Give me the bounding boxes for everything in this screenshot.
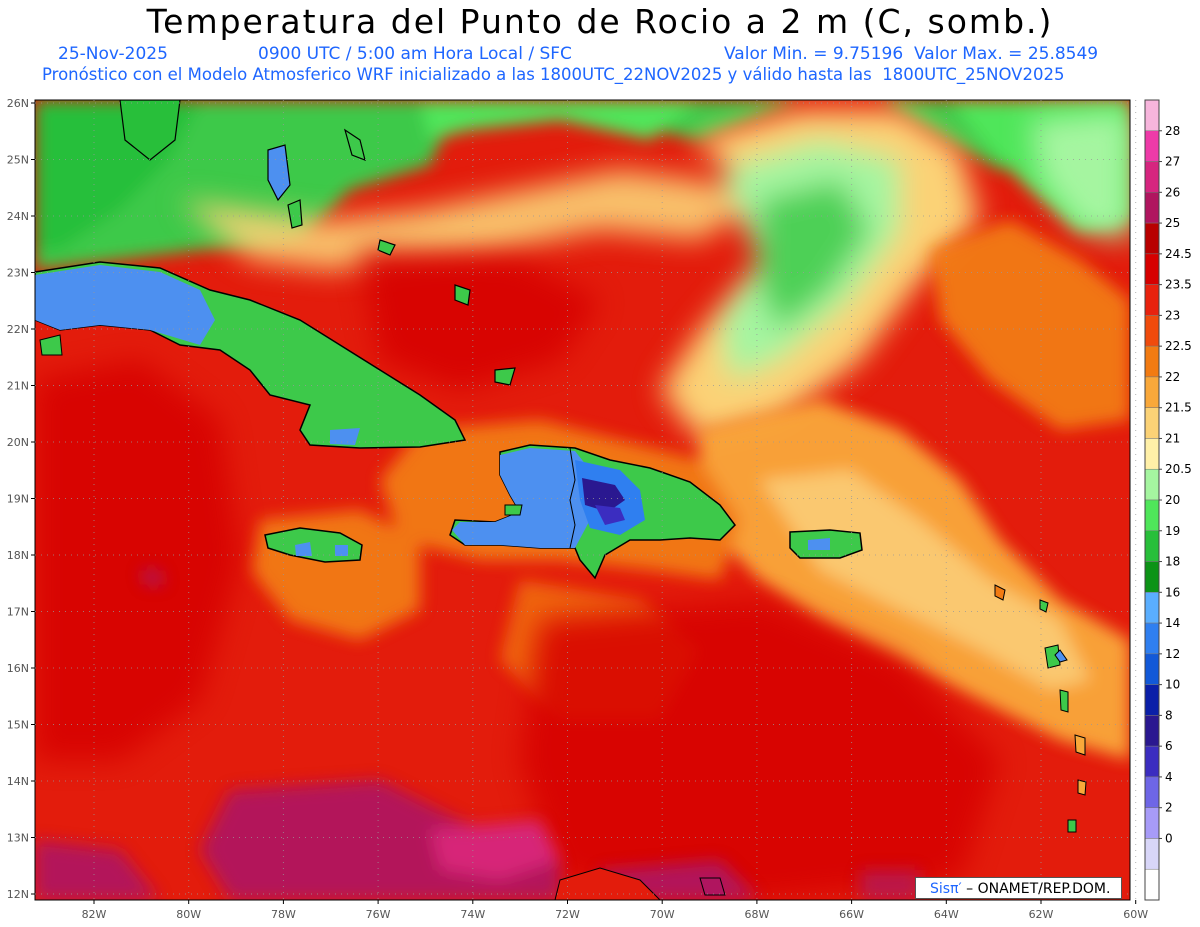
colorbar-label: 21.5 bbox=[1165, 401, 1192, 415]
colorbar-swatch bbox=[1144, 376, 1160, 408]
colorbar-label: 19 bbox=[1165, 524, 1180, 538]
colorbar-label: 20.5 bbox=[1165, 462, 1192, 476]
colorbar-label: 21 bbox=[1165, 431, 1180, 445]
lat-label: 22N bbox=[7, 323, 29, 336]
colorbar-label: 6 bbox=[1165, 739, 1173, 753]
colorbar-swatch bbox=[1144, 776, 1160, 808]
lat-label: 18N bbox=[7, 549, 29, 562]
south-america-coast bbox=[554, 867, 726, 900]
colorbar-label: 16 bbox=[1165, 585, 1180, 599]
colorbar-label: 0 bbox=[1165, 831, 1173, 845]
lat-label: 15N bbox=[7, 719, 29, 732]
map-frame bbox=[34, 99, 1131, 901]
lon-label: 72W bbox=[555, 908, 580, 921]
valid-time: 0900 UTC / 5:00 am Hora Local / SFC bbox=[258, 44, 572, 64]
lat-label: 26N bbox=[7, 97, 29, 110]
hispaniola bbox=[449, 444, 736, 580]
model-info: Pronóstico con el Modelo Atmosferico WRF… bbox=[42, 65, 1065, 84]
colorbar-swatch bbox=[1144, 130, 1160, 162]
colorbar-swatch bbox=[1144, 868, 1160, 901]
graticule bbox=[35, 100, 1137, 900]
colorbar-label: 20 bbox=[1165, 493, 1180, 507]
cuba bbox=[35, 261, 467, 449]
colorbar-swatch bbox=[1144, 468, 1160, 501]
lon-label: 68W bbox=[744, 908, 769, 921]
colorbar-swatch bbox=[1144, 438, 1160, 470]
colorbar-swatch bbox=[1144, 315, 1160, 347]
colorbar-label: 27 bbox=[1165, 155, 1180, 169]
colorbar-label: 23.5 bbox=[1165, 278, 1192, 292]
map-field bbox=[35, 100, 1130, 900]
colorbar-swatch bbox=[1144, 161, 1160, 193]
lon-label: 80W bbox=[176, 908, 201, 921]
colorbar-label: 24.5 bbox=[1165, 247, 1192, 261]
lat-label: 25N bbox=[7, 154, 29, 167]
credit-text: – ONAMET/REP.DOM. bbox=[961, 881, 1111, 897]
lat-label: 24N bbox=[7, 210, 29, 223]
sispi-logo-text: Sisπ′ bbox=[930, 881, 962, 897]
lon-label: 78W bbox=[271, 908, 296, 921]
valid-date: 25-Nov-2025 bbox=[58, 44, 168, 64]
colorbar-label: 23 bbox=[1165, 308, 1180, 322]
colorbar-swatch bbox=[1144, 684, 1160, 716]
colorbar-swatch bbox=[1144, 561, 1160, 593]
lon-label: 82W bbox=[82, 908, 107, 921]
colorbar-swatch bbox=[1144, 838, 1160, 870]
colorbar-swatch bbox=[1144, 745, 1160, 778]
colorbar-label: 28 bbox=[1165, 124, 1180, 138]
colorbar-label: 10 bbox=[1165, 678, 1180, 692]
map-title: Temperatura del Punto de Rocio a 2 m (C,… bbox=[146, 2, 1054, 41]
colorbar-swatch bbox=[1144, 715, 1160, 747]
colorbar-label: 4 bbox=[1165, 770, 1173, 784]
credit-box: Sisπ′ – ONAMET/REP.DOM. bbox=[915, 877, 1122, 899]
lon-label: 62W bbox=[1029, 908, 1054, 921]
colorbar-swatch bbox=[1144, 253, 1160, 285]
longitude-axis: 82W 80W 78W 76W 74W 72W 70W 68W 66W 64W 62W 60W bbox=[82, 900, 1148, 921]
colorbar-swatch bbox=[1144, 99, 1160, 132]
lon-label: 60W bbox=[1123, 908, 1148, 921]
colorbar-swatch bbox=[1144, 653, 1160, 685]
lon-label: 70W bbox=[650, 908, 675, 921]
lon-label: 64W bbox=[934, 908, 959, 921]
colorbar-swatch bbox=[1144, 222, 1160, 255]
colorbar-swatch bbox=[1144, 407, 1160, 439]
puerto-rico bbox=[789, 529, 863, 559]
colorbar-swatch bbox=[1144, 499, 1160, 532]
lon-label: 66W bbox=[839, 908, 864, 921]
colorbar-swatch bbox=[1144, 192, 1160, 224]
lat-label: 17N bbox=[7, 606, 29, 619]
lat-label: 12N bbox=[7, 888, 29, 901]
colorbar-swatch bbox=[1144, 345, 1160, 378]
colorbar-label: 22.5 bbox=[1165, 339, 1192, 353]
lat-label: 21N bbox=[7, 380, 29, 393]
colorbar-swatch bbox=[1144, 807, 1160, 839]
min-max-values: Valor Min. = 9.75196 Valor Max. = 25.854… bbox=[724, 44, 1099, 64]
colorbar-label: 25 bbox=[1165, 216, 1180, 230]
lat-label: 14N bbox=[7, 775, 29, 788]
colorbar-swatch bbox=[1144, 622, 1160, 655]
colorbar-swatch bbox=[1144, 284, 1160, 316]
lon-label: 74W bbox=[460, 908, 485, 921]
colorbar-label: 12 bbox=[1165, 647, 1180, 661]
jamaica bbox=[264, 527, 363, 563]
colorbar: 2827262524.523.52322.52221.52120.5201918… bbox=[1144, 99, 1192, 901]
latitude-axis: 26N 25N 24N 23N 22N 21N 20N 19N 18N 17N 16N 15N 14N 1… bbox=[7, 97, 35, 901]
lat-label: 16N bbox=[7, 662, 29, 675]
bahamas bbox=[119, 100, 516, 386]
colorbar-label: 2 bbox=[1165, 801, 1173, 815]
lat-label: 23N bbox=[7, 267, 29, 280]
lat-label: 19N bbox=[7, 493, 29, 506]
lat-label: 13N bbox=[7, 832, 29, 845]
colorbar-label: 8 bbox=[1165, 708, 1173, 722]
colorbar-swatch bbox=[1144, 592, 1160, 624]
colorbar-label: 26 bbox=[1165, 185, 1180, 199]
colorbar-label: 14 bbox=[1165, 616, 1180, 630]
colorbar-label: 22 bbox=[1165, 370, 1180, 384]
lat-label: 20N bbox=[7, 436, 29, 449]
colorbar-swatch bbox=[1144, 530, 1160, 562]
lon-label: 76W bbox=[366, 908, 391, 921]
colorbar-label: 18 bbox=[1165, 555, 1180, 569]
lesser-antilles bbox=[994, 584, 1087, 833]
